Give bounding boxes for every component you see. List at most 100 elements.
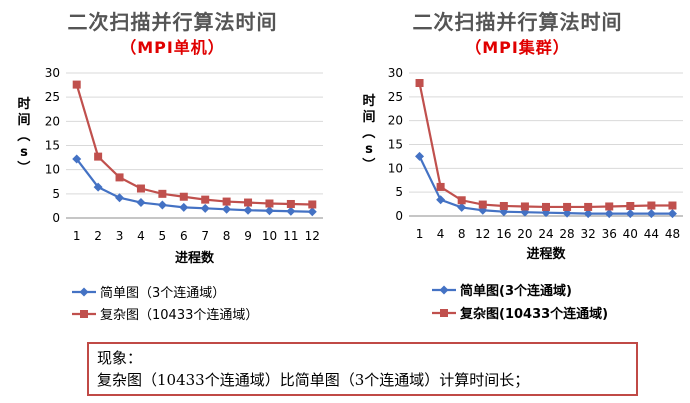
data-point (308, 200, 317, 209)
data-point (286, 206, 296, 216)
data-point (415, 79, 424, 88)
data-point (115, 193, 125, 203)
legend-label: 复杂图(10433个连通域) (459, 306, 608, 322)
data-point (584, 202, 593, 211)
data-point (136, 184, 145, 193)
data-point (499, 201, 508, 210)
data-point (436, 195, 446, 205)
x-tick-label: 9 (244, 229, 252, 243)
y-axis-title-char: （ (15, 128, 31, 141)
legend-swatch-marker (439, 285, 449, 295)
legend-label: 简单图（3个连通域） (100, 285, 225, 301)
x-tick-label: 1 (416, 227, 424, 241)
y-tick-label: 15 (45, 139, 60, 153)
data-point (563, 202, 572, 211)
data-point (478, 200, 487, 209)
y-tick-label: 25 (45, 90, 60, 104)
chart-subtitle: （MPI单机） (120, 38, 225, 57)
data-point (157, 200, 167, 210)
x-tick-label: 20 (517, 227, 532, 241)
data-point (542, 202, 550, 211)
data-point (222, 204, 232, 214)
x-tick-label: 12 (475, 227, 490, 241)
chart-title: 二次扫描并行算法时间 (67, 10, 278, 34)
x-tick-label: 16 (496, 227, 511, 241)
x-axis-title: 进程数 (175, 250, 215, 266)
y-axis-title-char: 时 (362, 93, 375, 109)
data-point (647, 201, 656, 210)
x-tick-label: 44 (644, 227, 659, 241)
y-axis-title-char: 间 (362, 109, 375, 125)
x-tick-label: 11 (283, 229, 298, 243)
data-point (667, 209, 677, 219)
series-line (75, 84, 313, 206)
legend-label: 简单图(3个连通域) (460, 283, 572, 299)
data-point (307, 207, 317, 217)
x-tick-label: 28 (559, 227, 574, 241)
data-point (200, 203, 210, 213)
x-tick-label: 12 (305, 229, 320, 243)
x-tick-label: 36 (602, 227, 617, 241)
data-point (605, 202, 614, 211)
x-axis-title: 进程数 (526, 246, 566, 262)
y-tick-label: 30 (45, 66, 60, 80)
y-tick-label: 25 (388, 90, 403, 104)
y-tick-label: 20 (388, 114, 403, 128)
data-point (136, 198, 146, 208)
observation-heading: 现象： (97, 349, 143, 367)
y-tick-label: 10 (388, 161, 403, 175)
x-tick-label: 48 (665, 227, 680, 241)
data-point (179, 202, 189, 212)
data-point (604, 209, 614, 219)
data-point (72, 80, 81, 89)
x-tick-label: 10 (262, 229, 277, 243)
data-point (243, 205, 253, 215)
x-tick-label: 7 (201, 229, 209, 243)
x-tick-label: 8 (223, 229, 231, 243)
data-point (457, 202, 467, 212)
chart-title: 二次扫描并行算法时间 (412, 10, 623, 34)
y-axis-title-char: s (365, 142, 373, 157)
x-tick-label: 40 (623, 227, 638, 241)
data-point (457, 196, 466, 205)
data-point (286, 199, 295, 208)
x-tick-label: 2 (94, 229, 102, 243)
y-tick-label: 5 (395, 185, 403, 199)
x-tick-label: 32 (581, 227, 596, 241)
x-tick-label: 6 (180, 229, 188, 243)
y-tick-label: 15 (388, 138, 403, 152)
legend-swatch-marker (80, 310, 88, 318)
legend-swatch-marker (79, 287, 89, 297)
data-point (94, 152, 103, 161)
x-tick-label: 5 (159, 229, 167, 243)
data-point (583, 209, 593, 219)
chart-subtitle: （MPI集群） (465, 38, 570, 57)
y-axis-title-char: s (20, 145, 28, 160)
x-tick-label: 3 (116, 229, 124, 243)
observation-text: 复杂图（10433个连通域）比简单图（3个连通域）计算时间长； (97, 371, 530, 389)
data-point (520, 202, 529, 211)
y-tick-label: 30 (388, 66, 403, 80)
x-tick-label: 1 (73, 229, 81, 243)
y-axis-title-char: 时 (17, 96, 30, 112)
data-point (244, 198, 253, 207)
y-axis-title-char: （ (360, 125, 376, 138)
data-point (179, 192, 188, 201)
data-point (668, 201, 677, 210)
y-tick-label: 0 (52, 211, 60, 225)
data-point (158, 189, 167, 198)
y-axis-title-char: 间 (17, 112, 30, 128)
data-point (115, 173, 124, 182)
legend-swatch-marker (440, 309, 448, 317)
data-point (436, 182, 445, 191)
x-tick-label: 8 (458, 227, 466, 241)
data-point (415, 151, 425, 161)
data-point (222, 197, 231, 206)
data-point (625, 209, 635, 219)
data-point (264, 206, 274, 216)
data-point (265, 199, 274, 208)
y-tick-label: 10 (45, 163, 60, 177)
x-tick-label: 4 (437, 227, 445, 241)
